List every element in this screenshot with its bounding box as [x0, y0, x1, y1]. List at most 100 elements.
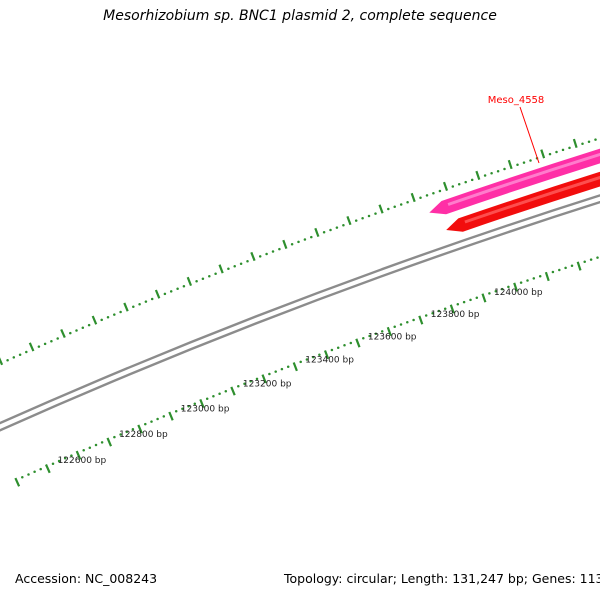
minor-tick: [106, 315, 110, 319]
minor-tick: [214, 272, 217, 275]
major-tick: [75, 450, 82, 460]
minor-tick: [181, 407, 184, 411]
minor-tick: [37, 345, 41, 348]
minor-tick: [318, 353, 321, 357]
minor-tick: [25, 350, 28, 354]
minor-tick: [21, 475, 24, 479]
major-tick: [230, 386, 236, 396]
minor-tick: [239, 262, 243, 266]
minor-tick: [56, 337, 59, 340]
minor-tick: [526, 279, 529, 282]
major-tick: [346, 216, 352, 226]
minor-tick: [538, 275, 542, 278]
minor-tick: [12, 356, 16, 359]
minor-tick: [322, 231, 326, 234]
minor-tick: [176, 287, 179, 291]
minor-tick: [419, 196, 422, 199]
minor-tick: [227, 267, 230, 270]
minor-tick: [280, 367, 284, 371]
minor-tick: [286, 365, 290, 368]
minor-tick: [490, 172, 493, 175]
minor-tick: [399, 323, 403, 326]
minor-tick: [268, 372, 271, 376]
minor-tick: [516, 163, 519, 166]
minor-tick: [374, 212, 377, 215]
minor-tick: [243, 382, 246, 386]
minor-tick: [469, 298, 472, 302]
minor-tick: [233, 264, 236, 268]
major-tick: [442, 181, 449, 191]
minor-tick: [570, 264, 574, 268]
minor-tick: [144, 422, 147, 426]
minor-tick: [82, 449, 85, 452]
major-tick: [154, 289, 161, 299]
minor-tick: [212, 394, 215, 398]
minor-tick: [412, 318, 415, 322]
minor-tick: [589, 258, 593, 261]
major-tick: [137, 424, 143, 434]
minor-tick: [169, 290, 173, 293]
major-tick: [250, 251, 256, 262]
minor-tick: [88, 446, 92, 449]
minor-tick: [144, 300, 148, 303]
major-tick: [218, 264, 224, 274]
minor-tick: [81, 326, 85, 330]
major-tick: [60, 328, 66, 339]
minor-tick: [249, 380, 252, 383]
minor-tick: [564, 266, 567, 270]
minor-tick: [299, 360, 302, 364]
inner-tick-ring: [14, 256, 599, 487]
minor-tick: [488, 292, 491, 295]
minor-tick: [425, 194, 429, 197]
gene-feature[interactable]: [446, 137, 600, 232]
minor-tick: [131, 428, 135, 431]
ruler-label: 123600 bp: [368, 332, 417, 342]
minor-tick: [587, 140, 591, 143]
minor-tick: [310, 235, 313, 239]
minor-tick: [69, 331, 72, 335]
minor-tick: [182, 285, 186, 288]
minor-tick: [290, 243, 294, 246]
major-tick: [513, 282, 519, 292]
gene-feature[interactable]: [429, 116, 600, 215]
minor-tick: [208, 274, 211, 278]
major-tick: [199, 398, 205, 409]
major-tick: [106, 437, 113, 447]
major-tick: [44, 464, 51, 474]
sequence-title: Mesorhizobium sp. BNC1 plasmid 2, comple…: [103, 8, 497, 24]
minor-tick: [443, 307, 447, 311]
ruler-labels: 122600 bp 122800 bp 123000 bp 123200 bp 1234…: [58, 288, 543, 466]
minor-tick: [150, 297, 154, 301]
minor-tick: [195, 279, 198, 283]
major-tick: [418, 315, 424, 325]
gene-label-leader-line: [519, 106, 540, 164]
gene-label[interactable]: Meso_4558: [488, 95, 545, 106]
minor-tick: [138, 302, 141, 306]
minor-tick: [274, 370, 277, 373]
minor-tick: [349, 341, 353, 345]
minor-tick: [51, 462, 55, 465]
minor-tick: [271, 250, 275, 253]
minor-tick: [581, 142, 584, 145]
minor-tick: [18, 353, 22, 356]
minor-tick: [475, 296, 479, 300]
minor-tick: [594, 138, 597, 141]
minor-tick: [63, 457, 67, 460]
major-tick: [410, 192, 416, 203]
minor-tick: [342, 224, 345, 227]
minor-tick: [311, 355, 315, 359]
ruler-label: 124000 bp: [494, 288, 543, 298]
gene-label-group: Meso_4558: [488, 95, 545, 164]
minor-tick: [399, 203, 403, 206]
major-tick: [572, 138, 578, 149]
minor-tick: [187, 405, 190, 408]
minor-tick: [503, 167, 506, 171]
major-tick: [540, 149, 546, 159]
major-tick: [123, 302, 129, 312]
minor-tick: [464, 180, 467, 184]
minor-tick: [119, 310, 122, 314]
minor-tick: [39, 467, 42, 471]
minor-tick: [119, 433, 122, 436]
